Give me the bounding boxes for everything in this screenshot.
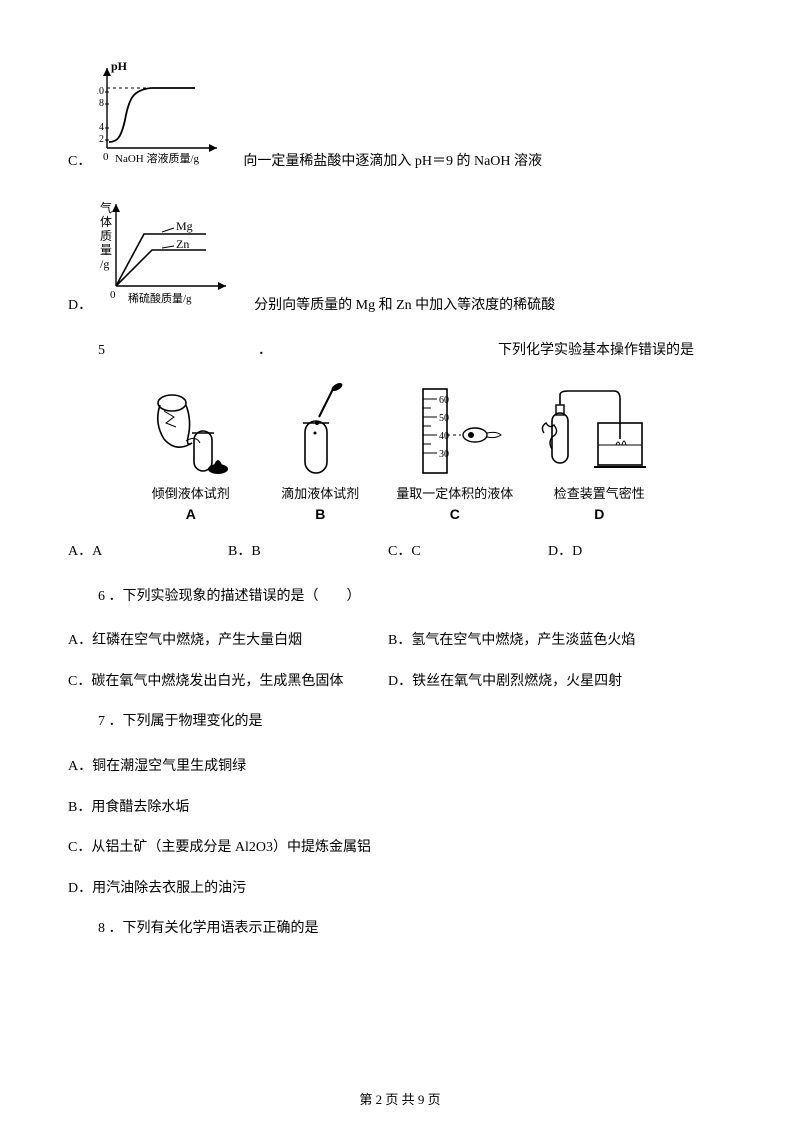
chart-d-xlabel: 稀硫酸质量/g (128, 291, 192, 305)
check-airtight-icon (534, 383, 664, 479)
chart-d: 气 体 质 量 /g Mg Zn 0 稀硫酸质量/g (98, 194, 248, 314)
svg-text:气: 气 (100, 200, 112, 215)
q5-panel-d-label: D (534, 506, 664, 522)
q5-figures: 倾倒液体试剂 A 滴加液体试剂 B 60 50 40 30 (68, 383, 732, 522)
option-d-row: D． 气 体 质 量 /g Mg Zn 0 稀硫酸质量/g 分别向等质量的 Mg… (68, 194, 732, 314)
svg-text:50: 50 (439, 413, 449, 424)
pour-liquid-icon (136, 383, 246, 479)
q5-number: 5 (68, 338, 258, 365)
q6-row2: C．碳在氧气中燃烧发出白光，生成黑色固体 D．铁丝在氧气中剧烈燃烧，火星四射 (68, 669, 732, 696)
svg-text:体: 体 (100, 215, 112, 229)
q5-panel-c-label: C (395, 506, 515, 522)
q5-choice-c: C．C (388, 540, 548, 560)
svg-text:量: 量 (100, 243, 112, 257)
q7-opt-b: B．用食醋去除水垢 (68, 795, 732, 822)
q6-row1: A．红磷在空气中燃烧，产生大量白烟 B．氢气在空气中燃烧，产生淡蓝色火焰 (68, 628, 732, 655)
svg-text:2: 2 (99, 134, 104, 145)
drop-liquid-icon (265, 383, 375, 479)
svg-text:30: 30 (439, 449, 449, 460)
q5-panel-c: 60 50 40 30 量取一定体积的液体 C (395, 383, 515, 522)
q7-opt-d: D．用汽油除去衣服上的油污 (68, 876, 732, 903)
q5-choice-b: B．B (228, 540, 388, 560)
q5-dot: ． (258, 338, 498, 365)
q5-panel-a-label: A (136, 506, 246, 522)
q5-choice-d: D．D (548, 540, 708, 560)
q5-panel-b-caption: 滴加液体试剂 (265, 483, 375, 502)
q5-panel-a-caption: 倾倒液体试剂 (136, 483, 246, 502)
q7-opt-c: C．从铝土矿（主要成分是 Al2O3）中提炼金属铝 (68, 835, 732, 862)
svg-text:质: 质 (100, 229, 112, 243)
q5-panel-b-label: B (265, 506, 375, 522)
q6-opt-a: A．红磷在空气中燃烧，产生大量白烟 (68, 628, 388, 655)
q5-panel-a: 倾倒液体试剂 A (136, 383, 246, 522)
q5-panel-b: 滴加液体试剂 B (265, 383, 375, 522)
q5-panel-c-caption: 量取一定体积的液体 (395, 483, 515, 502)
q5-stem: 5 ． 下列化学实验基本操作错误的是 (68, 338, 732, 365)
svg-text:Mg: Mg (176, 219, 193, 233)
option-c-label: C． (68, 150, 91, 170)
q5-text: 下列化学实验基本操作错误的是 (498, 338, 694, 365)
measure-volume-icon: 60 50 40 30 (395, 383, 515, 479)
q7-stem: 7 ．下列属于物理变化的是 (68, 709, 732, 736)
svg-text:60: 60 (439, 395, 449, 406)
svg-text:0: 0 (110, 289, 116, 301)
svg-text:/g: /g (100, 257, 109, 271)
q5-panel-d-caption: 检查装置气密性 (534, 483, 664, 502)
q5-choices: A．A B．B C．C D．D (68, 540, 732, 560)
q8-stem: 8 ．下列有关化学用语表示正确的是 (68, 916, 732, 943)
q7-opt-a: A．铜在潮湿空气里生成铜绿 (68, 754, 732, 781)
svg-text:0: 0 (103, 151, 109, 163)
svg-text:4: 4 (99, 122, 104, 133)
chart-c-xlabel: NaOH 溶液质量/g (115, 151, 200, 165)
page-footer: 第 2 页 共 9 页 (0, 1089, 800, 1108)
svg-text:40: 40 (439, 431, 449, 442)
q5-choice-a: A．A (68, 540, 228, 560)
option-d-text: 分别向等质量的 Mg 和 Zn 中加入等浓度的稀硫酸 (254, 294, 555, 314)
q6-opt-b: B．氢气在空气中燃烧，产生淡蓝色火焰 (388, 628, 635, 655)
svg-text:10: 10 (97, 86, 104, 97)
q5-panel-d: 检查装置气密性 D (534, 383, 664, 522)
svg-text:Zn: Zn (176, 237, 189, 251)
q6-stem: 6 ．下列实验现象的描述错误的是（ ） (68, 584, 732, 611)
chart-c: 2 4 8 10 pH NaOH 溶液质量/g 0 (97, 60, 237, 170)
svg-text:8: 8 (99, 98, 104, 109)
svg-text:pH: pH (111, 60, 128, 73)
q6-opt-d: D．铁丝在氧气中剧烈燃烧，火星四射 (388, 669, 622, 696)
option-c-text: 向一定量稀盐酸中逐滴加入 pH＝9 的 NaOH 溶液 (243, 150, 542, 170)
q6-opt-c: C．碳在氧气中燃烧发出白光，生成黑色固体 (68, 669, 388, 696)
option-c-row: C． 2 4 8 10 pH NaOH 溶液质量/g 0 向一定量稀盐酸中逐滴加… (68, 60, 732, 170)
option-d-label: D． (68, 294, 92, 314)
